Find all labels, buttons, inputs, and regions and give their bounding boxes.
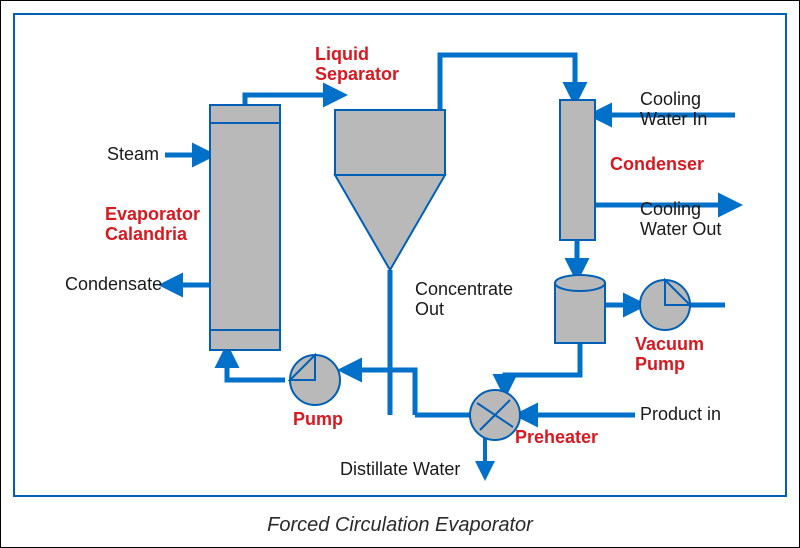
label-conc1: Concentrate (415, 279, 513, 299)
caption: Forced Circulation Evaporator (1, 514, 799, 537)
receiver-vessel (555, 275, 605, 343)
label-preheater: Preheater (515, 427, 598, 447)
label-product: Product in (640, 404, 721, 424)
label-vac2: Pump (635, 354, 685, 374)
label-cwout1: Cooling (640, 199, 701, 219)
diagram-canvas: Liquid Separator Evaporator Calandria Co… (13, 13, 787, 497)
label-evap1: Evaporator (105, 204, 200, 224)
label-vac1: Vacuum (635, 334, 704, 354)
label-cwin1: Cooling (640, 89, 701, 109)
label-condenser: Condenser (610, 154, 704, 174)
diagram-frame: Liquid Separator Evaporator Calandria Co… (0, 0, 800, 548)
condenser (560, 100, 595, 240)
label-cwin2: Water In (640, 109, 707, 129)
circulation-pump (290, 355, 340, 405)
evaporator-calandria (210, 105, 280, 350)
label-cwout2: Water Out (640, 219, 721, 239)
vacuum-pump (640, 280, 690, 330)
label-pump: Pump (293, 409, 343, 429)
label-condensate: Condensate (65, 274, 162, 294)
label-distillate: Distillate Water (340, 459, 460, 479)
label-liquid: Liquid (315, 44, 369, 64)
label-evap2: Calandria (105, 224, 188, 244)
liquid-separator (335, 110, 445, 270)
label-conc2: Out (415, 299, 444, 319)
process-diagram: Liquid Separator Evaporator Calandria Co… (15, 15, 787, 497)
preheater (470, 390, 520, 440)
label-separator: Separator (315, 64, 399, 84)
label-steam: Steam (107, 144, 159, 164)
